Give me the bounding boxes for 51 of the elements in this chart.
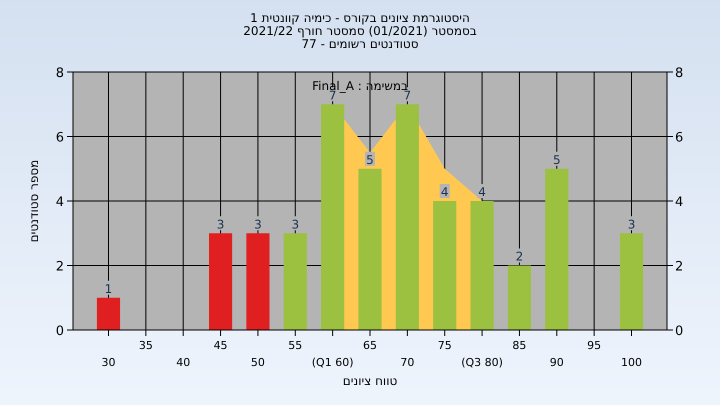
data-label: 2 (516, 250, 524, 264)
chart-title: היסטוגרמת ציונים בקורס - כימיה קוונטית 1 (250, 11, 470, 25)
bar (433, 201, 456, 330)
bar (545, 168, 568, 330)
x-tick-label: 35 (138, 339, 153, 352)
x-tick-label: 30 (101, 356, 116, 369)
bar (470, 201, 494, 330)
y2-tick-label: 2 (675, 260, 684, 274)
data-label: 3 (216, 217, 224, 232)
x-tick-label: 65 (363, 339, 377, 352)
y2-tick-label: 8 (675, 66, 684, 81)
x-tick-label: (Q3 80) (461, 356, 503, 369)
bar (208, 233, 232, 330)
data-label: 3 (628, 217, 636, 232)
x-tick-label: 90 (550, 356, 564, 369)
y2-tick-label: 6 (675, 130, 684, 146)
y-tick-label: 0 (56, 324, 64, 339)
x-tick-label: 50 (250, 356, 265, 369)
x-axis-title: טווח ציונים (342, 374, 398, 388)
x-tick-label: 85 (512, 339, 526, 352)
x-tick-label: 100 (621, 356, 642, 369)
x-tick-label: 45 (214, 339, 228, 352)
x-tick-label: 55 (288, 339, 302, 352)
bar (321, 104, 344, 330)
bar (396, 104, 419, 330)
y2-tick-label: 4 (675, 195, 684, 210)
y-tick-label: 2 (56, 260, 64, 274)
data-label: 5 (552, 152, 561, 167)
data-label: 4 (478, 185, 486, 199)
y-axis-title: מספר סטודנטים (27, 160, 41, 242)
chart-subtitle: בסמסטר (01/2021) סמסטר חורף 2021/22 סטודנטים רשומים - 77 (243, 24, 477, 51)
x-tick-label: 70 (400, 356, 414, 369)
bar (620, 233, 644, 330)
y-tick-label: 6 (56, 130, 64, 146)
bar (358, 168, 382, 330)
bar (96, 298, 120, 330)
y-tick-label: 8 (56, 66, 64, 81)
data-label: 4 (440, 185, 449, 199)
x-tick-label: (Q1 60) (312, 356, 354, 369)
data-label: 3 (291, 217, 300, 232)
x-tick-label: 75 (438, 339, 452, 352)
x-tick-label: 95 (587, 339, 602, 352)
data-label: 5 (366, 152, 374, 167)
data-label: 1 (104, 282, 112, 296)
x-tick-label: 40 (176, 356, 190, 369)
data-label: 3 (254, 217, 262, 232)
bar (284, 233, 307, 330)
y2-tick-label: 0 (675, 324, 684, 339)
bar (246, 233, 270, 330)
bar (508, 266, 532, 330)
y-tick-label: 4 (56, 195, 64, 210)
